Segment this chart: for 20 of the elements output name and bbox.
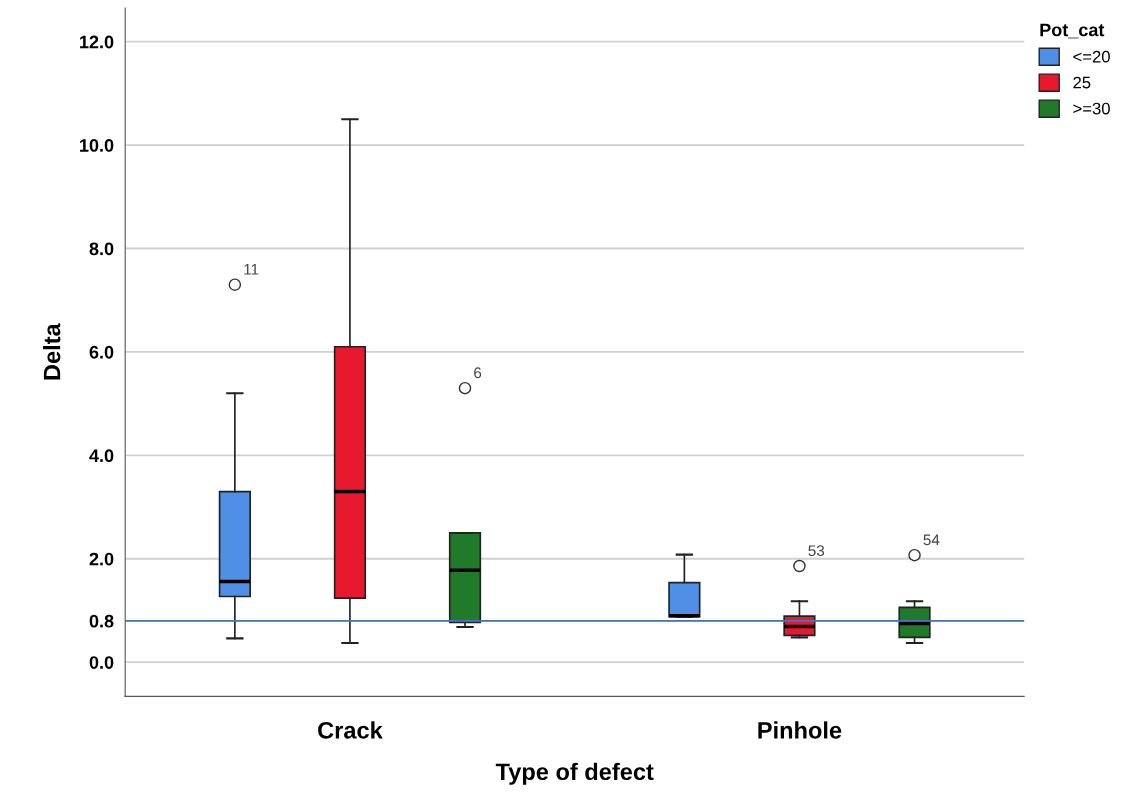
x-tick-label: Crack bbox=[318, 721, 383, 739]
x-axis-title: Type of defect bbox=[495, 762, 654, 785]
y-tick-label: 10.0 bbox=[80, 139, 114, 152]
y-tick-label: 2.0 bbox=[89, 552, 114, 566]
y-axis-title: Delta bbox=[43, 323, 61, 380]
annotation: 53 bbox=[808, 545, 825, 557]
y-tick-label: 0.0 bbox=[89, 656, 114, 669]
y-tick-label: 6.0 bbox=[89, 345, 114, 359]
annotation: 54 bbox=[923, 534, 940, 546]
y-tick-label: 8.0 bbox=[89, 242, 114, 256]
x-tick-label: Pinhole bbox=[758, 721, 842, 739]
y-tick-label: 0.8 bbox=[89, 614, 114, 628]
y-tick-label: 4.0 bbox=[89, 449, 114, 463]
y-tick-label: 12.0 bbox=[80, 35, 114, 49]
legend-label: <=20 bbox=[1073, 50, 1110, 63]
annotation: 6 bbox=[474, 367, 482, 379]
annotation: 11 bbox=[244, 264, 259, 275]
legend-label: >=30 bbox=[1073, 102, 1110, 115]
legend-title: Pot_cat bbox=[1040, 23, 1105, 39]
legend-label: 25 bbox=[1073, 76, 1091, 89]
